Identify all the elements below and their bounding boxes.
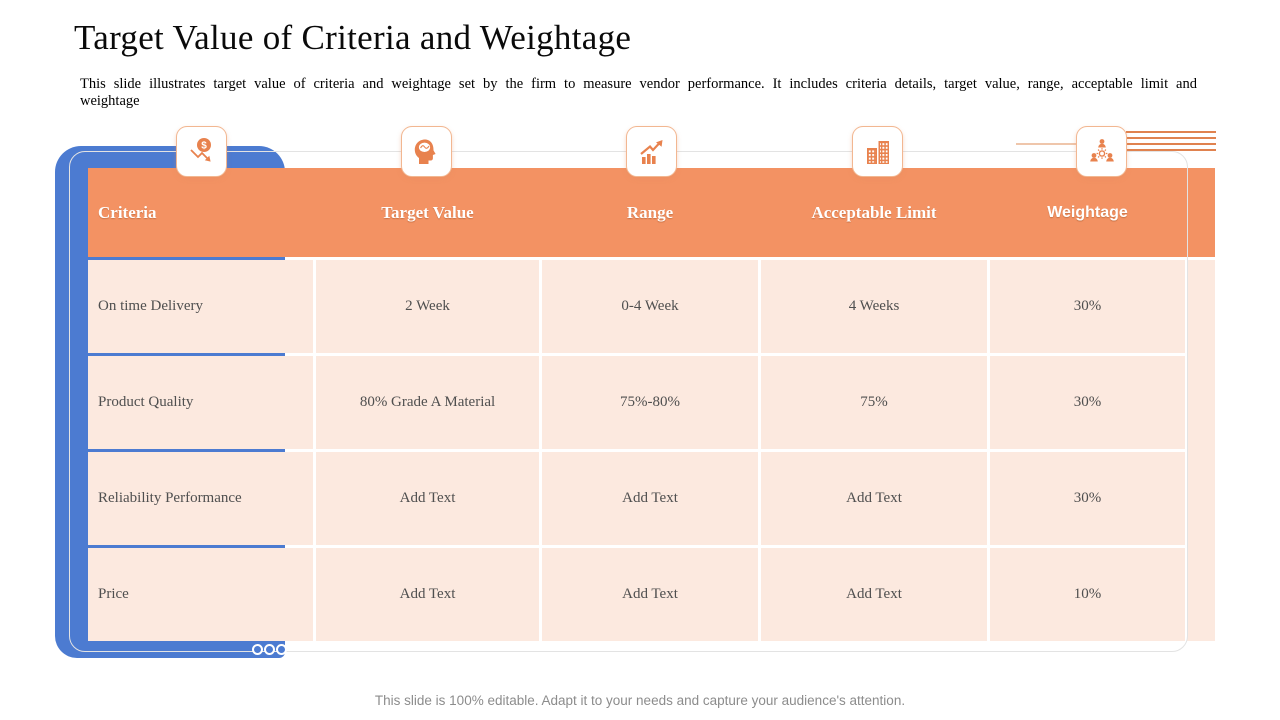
table-cell: 30% xyxy=(990,452,1185,545)
frame-dot xyxy=(264,644,275,655)
header-cell-criteria: Criteria xyxy=(98,202,157,222)
page-title: Target Value of Criteria and Weightage xyxy=(74,18,632,57)
table-cell: Add Text xyxy=(316,452,539,545)
team-structure-icon xyxy=(1076,126,1127,177)
svg-text:$: $ xyxy=(201,140,207,151)
table-cell: Add Text xyxy=(761,452,987,545)
head-brain-icon xyxy=(401,126,452,177)
header-cell-target-value: Target Value xyxy=(381,202,474,222)
frame-dot xyxy=(252,644,263,655)
deco-line xyxy=(1126,131,1216,133)
table-cell: 10% xyxy=(990,548,1185,641)
header-cell-range: Range xyxy=(626,202,674,222)
table-body: On time Delivery 2 Week 0-4 Week 4 Weeks… xyxy=(88,260,1185,641)
table-cell: Add Text xyxy=(542,548,758,641)
table-cell: 4 Weeks xyxy=(761,260,987,353)
deco-line xyxy=(1016,143,1126,145)
table-cell: 30% xyxy=(990,260,1185,353)
growth-chart-icon xyxy=(626,126,677,177)
header-cell-acceptable-limit: Acceptable Limit xyxy=(811,202,937,222)
table-cell: 30% xyxy=(990,356,1185,449)
table-cell: 2 Week xyxy=(316,260,539,353)
table-right-strip xyxy=(1187,260,1215,641)
deco-line xyxy=(1126,149,1216,151)
table-cell: Add Text xyxy=(542,452,758,545)
table-row: Reliability Performance Add Text Add Tex… xyxy=(88,452,1185,545)
table-row: Price Add Text Add Text Add Text 10% xyxy=(88,548,1185,641)
frame-dot xyxy=(276,644,287,655)
table-cell: Product Quality xyxy=(88,356,313,449)
table-cell: On time Delivery xyxy=(88,260,313,353)
table-cell: Price xyxy=(88,548,313,641)
footer-note: This slide is 100% editable. Adapt it to… xyxy=(374,693,906,708)
table-header-row: Criteria Target Value Range Acceptable L… xyxy=(88,168,1215,257)
table-cell: Add Text xyxy=(316,548,539,641)
slide-description: This slide illustrates target value of c… xyxy=(80,76,1197,110)
header-cell-weightage: Weightage xyxy=(1047,203,1128,221)
buildings-icon xyxy=(852,126,903,177)
table-row: Product Quality 80% Grade A Material 75%… xyxy=(88,356,1185,449)
criteria-table: Criteria Target Value Range Acceptable L… xyxy=(88,168,1215,641)
table-cell: Reliability Performance xyxy=(88,452,313,545)
table-row: On time Delivery 2 Week 0-4 Week 4 Weeks… xyxy=(88,260,1185,353)
cost-decline-icon: $ xyxy=(176,126,227,177)
deco-line xyxy=(1126,137,1216,139)
deco-line xyxy=(1126,143,1216,145)
table-cell: 0-4 Week xyxy=(542,260,758,353)
table-cell: 75% xyxy=(761,356,987,449)
table-cell: Add Text xyxy=(761,548,987,641)
table-cell: 75%-80% xyxy=(542,356,758,449)
table-cell: 80% Grade A Material xyxy=(316,356,539,449)
